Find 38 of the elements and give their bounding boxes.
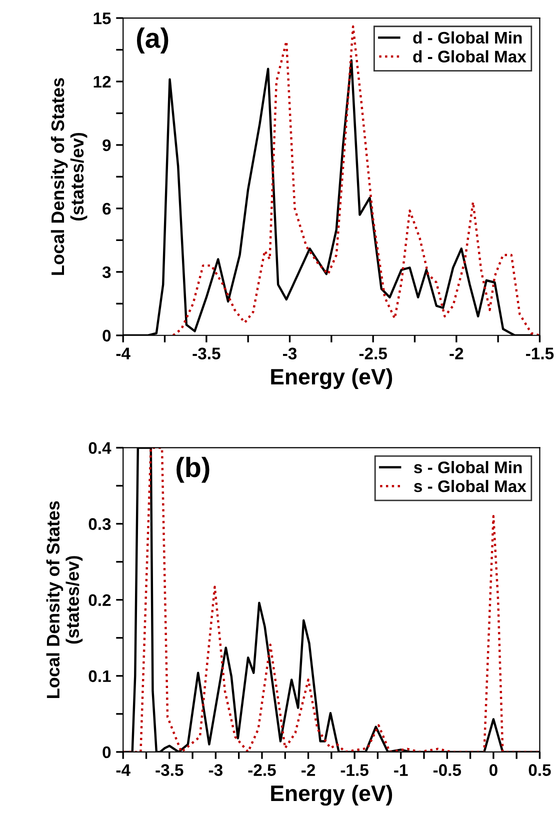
legend-label: s - Global Max — [414, 480, 526, 492]
x-tick-label: -3.5 — [192, 348, 220, 360]
x-tick-label: -4 — [116, 764, 130, 776]
x-tick-label: -2.5 — [248, 764, 276, 776]
y-tick-label: 0.3 — [88, 518, 111, 530]
y-tick-label: 0.2 — [88, 594, 111, 606]
y-tick-label: 0.1 — [88, 670, 111, 682]
x-axis-title: Energy (eV) — [271, 368, 392, 390]
y-axis-title: Local Density of States (states/ev) — [50, 78, 88, 275]
chart-title: (b) — [176, 456, 210, 483]
x-tick-label: -1.5 — [526, 348, 554, 360]
line-series — [172, 25, 540, 336]
y-tick-label: 0 — [102, 746, 111, 758]
x-tick-label: -3 — [208, 764, 222, 776]
legend-label: d - Global Max — [413, 50, 526, 62]
legend-label: d - Global Min — [413, 31, 522, 44]
legend-label: s - Global Min — [414, 461, 522, 474]
y-axis-title: Local Density of States (states/ev) — [46, 501, 83, 698]
y-tick-label: 6 — [102, 202, 111, 215]
x-tick-label: -2 — [450, 348, 464, 360]
y-tick-label: 15 — [94, 12, 111, 24]
x-axis-title: Energy (eV) — [271, 784, 392, 806]
y-tick-label: 12 — [94, 76, 111, 88]
x-tick-label: -1 — [394, 764, 408, 776]
x-tick-label: -2 — [302, 764, 316, 776]
y-tick-label: 0.4 — [88, 442, 112, 454]
x-tick-label: -3.5 — [156, 764, 184, 776]
y-tick-label: 0 — [102, 330, 111, 342]
x-tick-label: -2.5 — [359, 348, 387, 360]
x-tick-label: 0 — [489, 764, 498, 776]
y-tick-label: 3 — [102, 266, 111, 278]
x-tick-label: -1.5 — [340, 764, 368, 776]
x-tick-label: -4 — [116, 348, 130, 360]
chart-title: (a) — [136, 28, 168, 54]
y-tick-label: 9 — [102, 139, 111, 152]
x-tick-label: -0.5 — [433, 764, 462, 776]
x-tick-label: 0.5 — [528, 764, 551, 776]
x-tick-label: -3 — [282, 348, 297, 360]
